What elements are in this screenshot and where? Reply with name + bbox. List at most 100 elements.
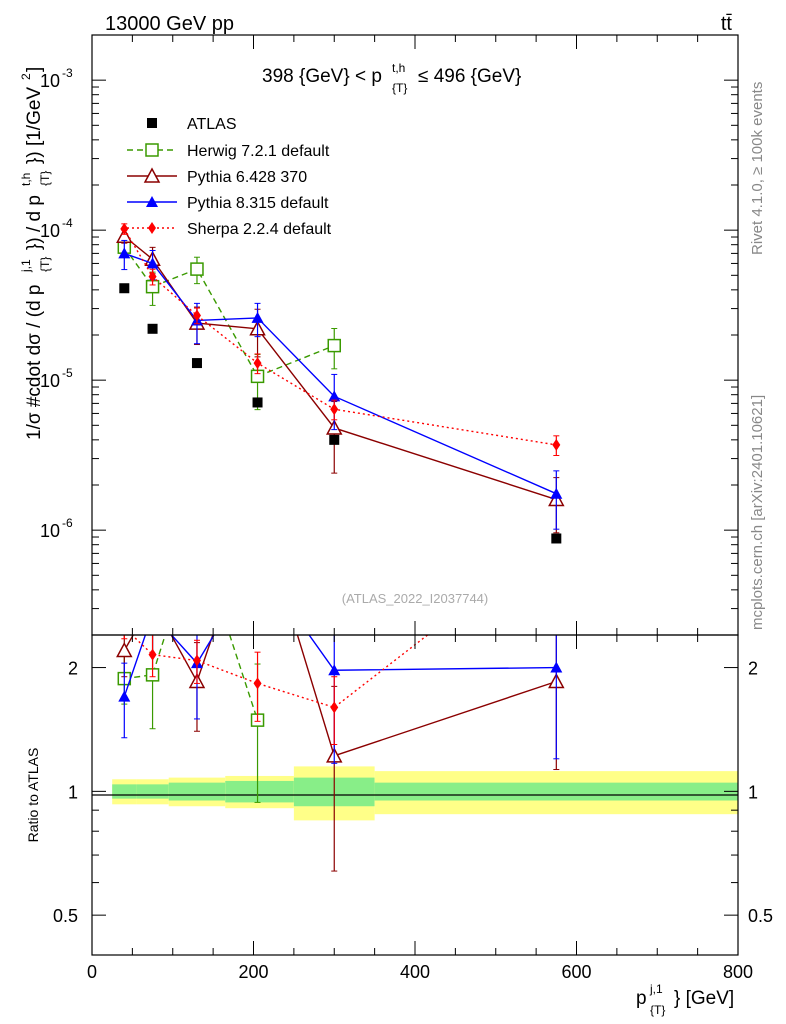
- ratio-tick-label: 1: [748, 782, 758, 802]
- y-label-sub-2: {T}: [38, 171, 52, 186]
- title-sub: {T}: [392, 81, 407, 95]
- legend-entry-2: Pythia 8.315 default: [127, 195, 329, 212]
- ratio-point: [550, 661, 563, 673]
- ratio-point: [330, 701, 339, 714]
- series-point: [146, 257, 159, 269]
- source-label: mcplots.cern.ch [arXiv:2401.10621]: [749, 395, 766, 630]
- ratio-tick-label: 2: [748, 659, 758, 679]
- ratio-tick-label: 0.5: [748, 906, 773, 926]
- x-tick-label: 200: [238, 962, 268, 982]
- ratio-band-inner: [136, 784, 169, 799]
- ratio-line: [123, 635, 557, 697]
- ratio-band-inner: [225, 780, 294, 803]
- y-label-part-4: ]: [24, 67, 45, 72]
- series-2: [118, 239, 563, 530]
- series-point: [327, 338, 341, 353]
- legend-label: Herwig 7.2.1 default: [187, 143, 330, 160]
- y-label-part-2: }) / d p: [24, 195, 45, 250]
- legend-marker: [145, 143, 159, 157]
- series-3: [120, 222, 561, 457]
- atlas-point: [191, 358, 202, 369]
- ratio-axis-ticks: 0.5 0.5 1 1 2 2: [53, 659, 773, 956]
- x-axis-ticks: 0 200 400 600 800: [87, 35, 753, 982]
- x-label-p: p: [636, 988, 647, 1009]
- ratio-point: [116, 641, 133, 658]
- ratio-tick-label: 2: [68, 659, 78, 679]
- x-axis-label: p j,1 {T} } [GeV]: [636, 982, 734, 1017]
- series-line: [123, 235, 557, 501]
- ratio-line: [130, 635, 429, 709]
- watermark: (ATLAS_2022_I2037744): [342, 591, 488, 606]
- atlas-data: [119, 283, 562, 544]
- series-point: [253, 357, 262, 370]
- y-tick-label-exp: -6: [62, 516, 73, 530]
- atlas-point: [329, 434, 340, 445]
- title-part-1: 398 {GeV} < p: [262, 66, 382, 87]
- ratio-line: [124, 635, 259, 721]
- series-line: [123, 246, 335, 378]
- legend-entry-atlas: ATLAS: [147, 116, 237, 133]
- ratio-tick-label: 1: [68, 782, 78, 802]
- y-tick-label: 10: [40, 221, 60, 241]
- process-label: tt̄: [721, 13, 733, 35]
- series-point: [192, 309, 201, 322]
- legend-entry-1: Pythia 6.428 370: [127, 167, 307, 186]
- collision-label: 13000 GeV pp: [105, 13, 234, 35]
- ratio-band-inner: [168, 782, 226, 801]
- x-tick-label: 0: [87, 962, 97, 982]
- series-point: [550, 487, 563, 499]
- ratio-point: [252, 557, 264, 568]
- legend-marker-atlas: [147, 118, 157, 128]
- ratio-point: [253, 677, 262, 690]
- ratio-point: [328, 664, 341, 676]
- legend-label: Pythia 6.428 370: [187, 169, 307, 186]
- series-point: [118, 247, 131, 259]
- y-label-part-3: }) [1/GeV: [24, 87, 45, 164]
- title-part-2: ≤ 496 {GeV}: [418, 66, 521, 87]
- legend: ATLAS Herwig 7.2.1 default Pythia 6.428 3…: [127, 116, 332, 238]
- ratio-series-2: [118, 557, 563, 764]
- ratio-point: [120, 622, 128, 634]
- ratio-series-layer: [116, 497, 565, 872]
- legend-marker: [143, 167, 161, 183]
- series-point: [330, 403, 339, 416]
- x-tick-label: 600: [561, 962, 591, 982]
- x-tick-label: 800: [723, 962, 753, 982]
- ratio-point: [251, 497, 265, 510]
- x-label-sub: {T}: [650, 1003, 665, 1017]
- rivet-version-label: Rivet 4.1.0, ≥ 100k events: [749, 82, 766, 255]
- ratio-point: [147, 608, 159, 619]
- ratio-y-label: Ratio to ATLAS: [25, 748, 41, 843]
- legend-marker: [148, 222, 156, 234]
- ratio-point: [148, 648, 157, 661]
- x-label-sup: j,1: [649, 982, 663, 996]
- ratio-line: [123, 635, 557, 757]
- series-point: [148, 270, 157, 283]
- main-series-layer: [116, 222, 565, 544]
- series-point: [190, 262, 204, 276]
- series-point: [120, 222, 129, 235]
- x-tick-label: 400: [400, 962, 430, 982]
- y-label-sup-1: j,1: [19, 259, 33, 273]
- series-line: [124, 252, 557, 495]
- y-tick-label: 10: [40, 371, 60, 391]
- series-line: [123, 228, 557, 446]
- ratio-band-inner: [112, 784, 137, 799]
- atlas-point: [252, 397, 263, 408]
- series-point: [328, 390, 341, 402]
- y-axis-label: 1/σ #cdot dσ / (d p j,1 {T} }) / d p t,h…: [19, 67, 52, 440]
- legend-entry-0: Herwig 7.2.1 default: [127, 143, 330, 160]
- ratio-tick-label: 0.5: [53, 906, 78, 926]
- ratio-uncertainty-bands: [112, 766, 738, 821]
- y-tick-label: 10: [40, 71, 60, 91]
- title-sup: t,h: [392, 61, 405, 75]
- x-label-unit: } [GeV]: [674, 988, 734, 1009]
- legend-entry-3: Sherpa 2.2.4 default: [127, 221, 332, 238]
- series-0: [117, 239, 341, 411]
- series-point: [552, 438, 561, 451]
- main-axis-ticks: 10-310-410-510-6: [40, 34, 738, 636]
- ratio-point: [192, 654, 201, 667]
- atlas-point: [551, 533, 562, 544]
- atlas-point: [147, 323, 158, 334]
